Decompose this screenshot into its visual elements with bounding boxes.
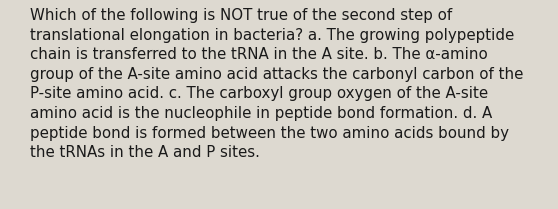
Text: Which of the following is NOT true of the second step of
translational elongatio: Which of the following is NOT true of th… xyxy=(30,8,523,160)
